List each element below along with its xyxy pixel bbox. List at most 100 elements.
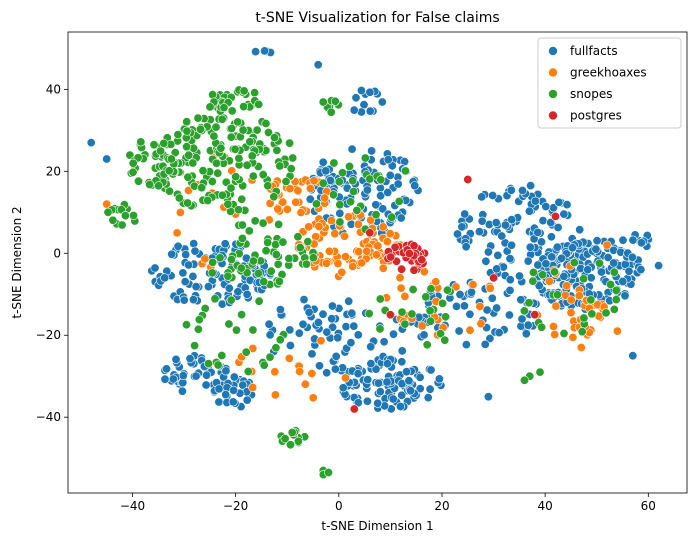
data-point-snopes <box>173 130 183 140</box>
data-point-fullfacts <box>181 250 191 260</box>
data-point-fullfacts <box>220 239 230 249</box>
data-point-snopes <box>237 220 247 230</box>
data-point-fullfacts <box>628 235 638 245</box>
data-point-greekhoaxes <box>337 267 347 277</box>
data-point-snopes <box>217 114 227 124</box>
data-point-greekhoaxes <box>465 325 475 335</box>
data-point-fullfacts <box>330 364 340 374</box>
data-point-greekhoaxes <box>340 252 350 262</box>
data-point-fullfacts <box>419 330 429 340</box>
chart-title: t-SNE Visualization for False claims <box>255 10 499 26</box>
data-point-fullfacts <box>459 301 469 311</box>
data-point-snopes <box>195 124 205 134</box>
y-tick-label: 40 <box>46 82 61 96</box>
data-point-snopes <box>227 106 237 116</box>
data-point-fullfacts <box>552 242 562 252</box>
data-point-snopes <box>254 99 264 109</box>
data-point-snopes <box>216 143 226 153</box>
data-point-fullfacts <box>160 273 170 283</box>
data-point-fullfacts <box>375 387 385 397</box>
data-point-greekhoaxes <box>324 246 334 256</box>
data-point-snopes <box>207 177 217 187</box>
data-point-snopes <box>237 233 247 243</box>
data-point-snopes <box>237 194 247 204</box>
data-point-snopes <box>183 172 193 182</box>
data-point-snopes <box>244 226 254 236</box>
data-point-fullfacts <box>341 322 351 332</box>
data-point-snopes <box>335 200 345 210</box>
legend-box <box>537 37 682 129</box>
data-point-snopes <box>269 133 279 143</box>
data-point-snopes <box>231 172 241 182</box>
data-point-snopes <box>226 132 236 142</box>
data-point-fullfacts <box>451 301 461 311</box>
data-point-snopes <box>250 216 260 226</box>
data-point-fullfacts <box>238 380 248 390</box>
data-point-snopes <box>328 190 338 200</box>
data-point-fullfacts <box>305 194 315 204</box>
data-point-fullfacts <box>455 289 465 299</box>
data-point-snopes <box>261 246 271 256</box>
data-point-greekhoaxes <box>431 277 441 287</box>
x-tick-label: 60 <box>641 499 656 513</box>
data-point-snopes <box>203 196 213 206</box>
data-point-fullfacts <box>457 222 467 232</box>
data-point-greekhoaxes <box>314 222 324 232</box>
data-point-snopes <box>247 151 257 161</box>
data-point-greekhoaxes <box>340 231 350 241</box>
data-point-snopes <box>258 218 268 228</box>
data-point-snopes <box>407 309 417 319</box>
data-point-snopes <box>154 181 164 191</box>
data-point-postgres <box>409 265 419 275</box>
data-point-postgres <box>463 175 473 185</box>
data-point-fullfacts <box>214 384 224 394</box>
data-point-postgres <box>417 255 427 265</box>
data-point-greekhoaxes <box>200 254 210 264</box>
x-tick-label: 0 <box>335 499 343 513</box>
data-point-fullfacts <box>173 241 183 251</box>
data-point-fullfacts <box>285 340 295 350</box>
data-point-fullfacts <box>275 305 285 315</box>
data-point-snopes <box>188 158 198 168</box>
data-point-fullfacts <box>365 106 375 116</box>
data-point-fullfacts <box>313 60 323 70</box>
data-point-fullfacts <box>378 204 388 214</box>
data-point-fullfacts <box>396 213 406 223</box>
data-point-snopes <box>182 142 192 152</box>
data-point-fullfacts <box>460 209 470 219</box>
legend-marker-snopes <box>548 89 558 99</box>
legend: fullfacts greekhoaxes snopes postgres <box>537 37 682 129</box>
data-point-snopes <box>239 86 249 96</box>
data-point-snopes <box>145 180 155 190</box>
data-point-postgres <box>349 404 359 414</box>
data-point-fullfacts <box>233 287 243 297</box>
data-point-snopes <box>223 271 233 281</box>
data-point-snopes <box>261 119 271 129</box>
data-point-snopes <box>103 207 113 217</box>
data-point-fullfacts <box>385 170 395 180</box>
data-point-fullfacts <box>452 229 462 239</box>
data-point-fullfacts <box>298 319 308 329</box>
data-point-snopes <box>120 211 130 221</box>
data-point-fullfacts <box>525 242 535 252</box>
data-point-fullfacts <box>224 283 234 293</box>
data-point-snopes <box>609 267 619 277</box>
data-point-fullfacts <box>388 329 398 339</box>
data-point-fullfacts <box>214 397 224 407</box>
data-point-snopes <box>134 176 144 186</box>
data-point-fullfacts <box>483 247 493 257</box>
data-point-snopes <box>166 154 176 164</box>
data-point-greekhoaxes <box>602 240 612 250</box>
data-point-snopes <box>239 102 249 112</box>
data-point-snopes <box>438 298 448 308</box>
data-point-snopes <box>346 197 356 207</box>
data-point-fullfacts <box>322 327 332 337</box>
data-point-greekhoaxes <box>574 291 584 301</box>
data-point-fullfacts <box>506 240 516 250</box>
data-point-snopes <box>217 350 227 360</box>
data-point-greekhoaxes <box>330 229 340 239</box>
data-point-fullfacts <box>477 192 487 202</box>
data-point-snopes <box>329 158 339 168</box>
data-point-greekhoaxes <box>316 336 326 346</box>
data-point-greekhoaxes <box>362 246 372 256</box>
